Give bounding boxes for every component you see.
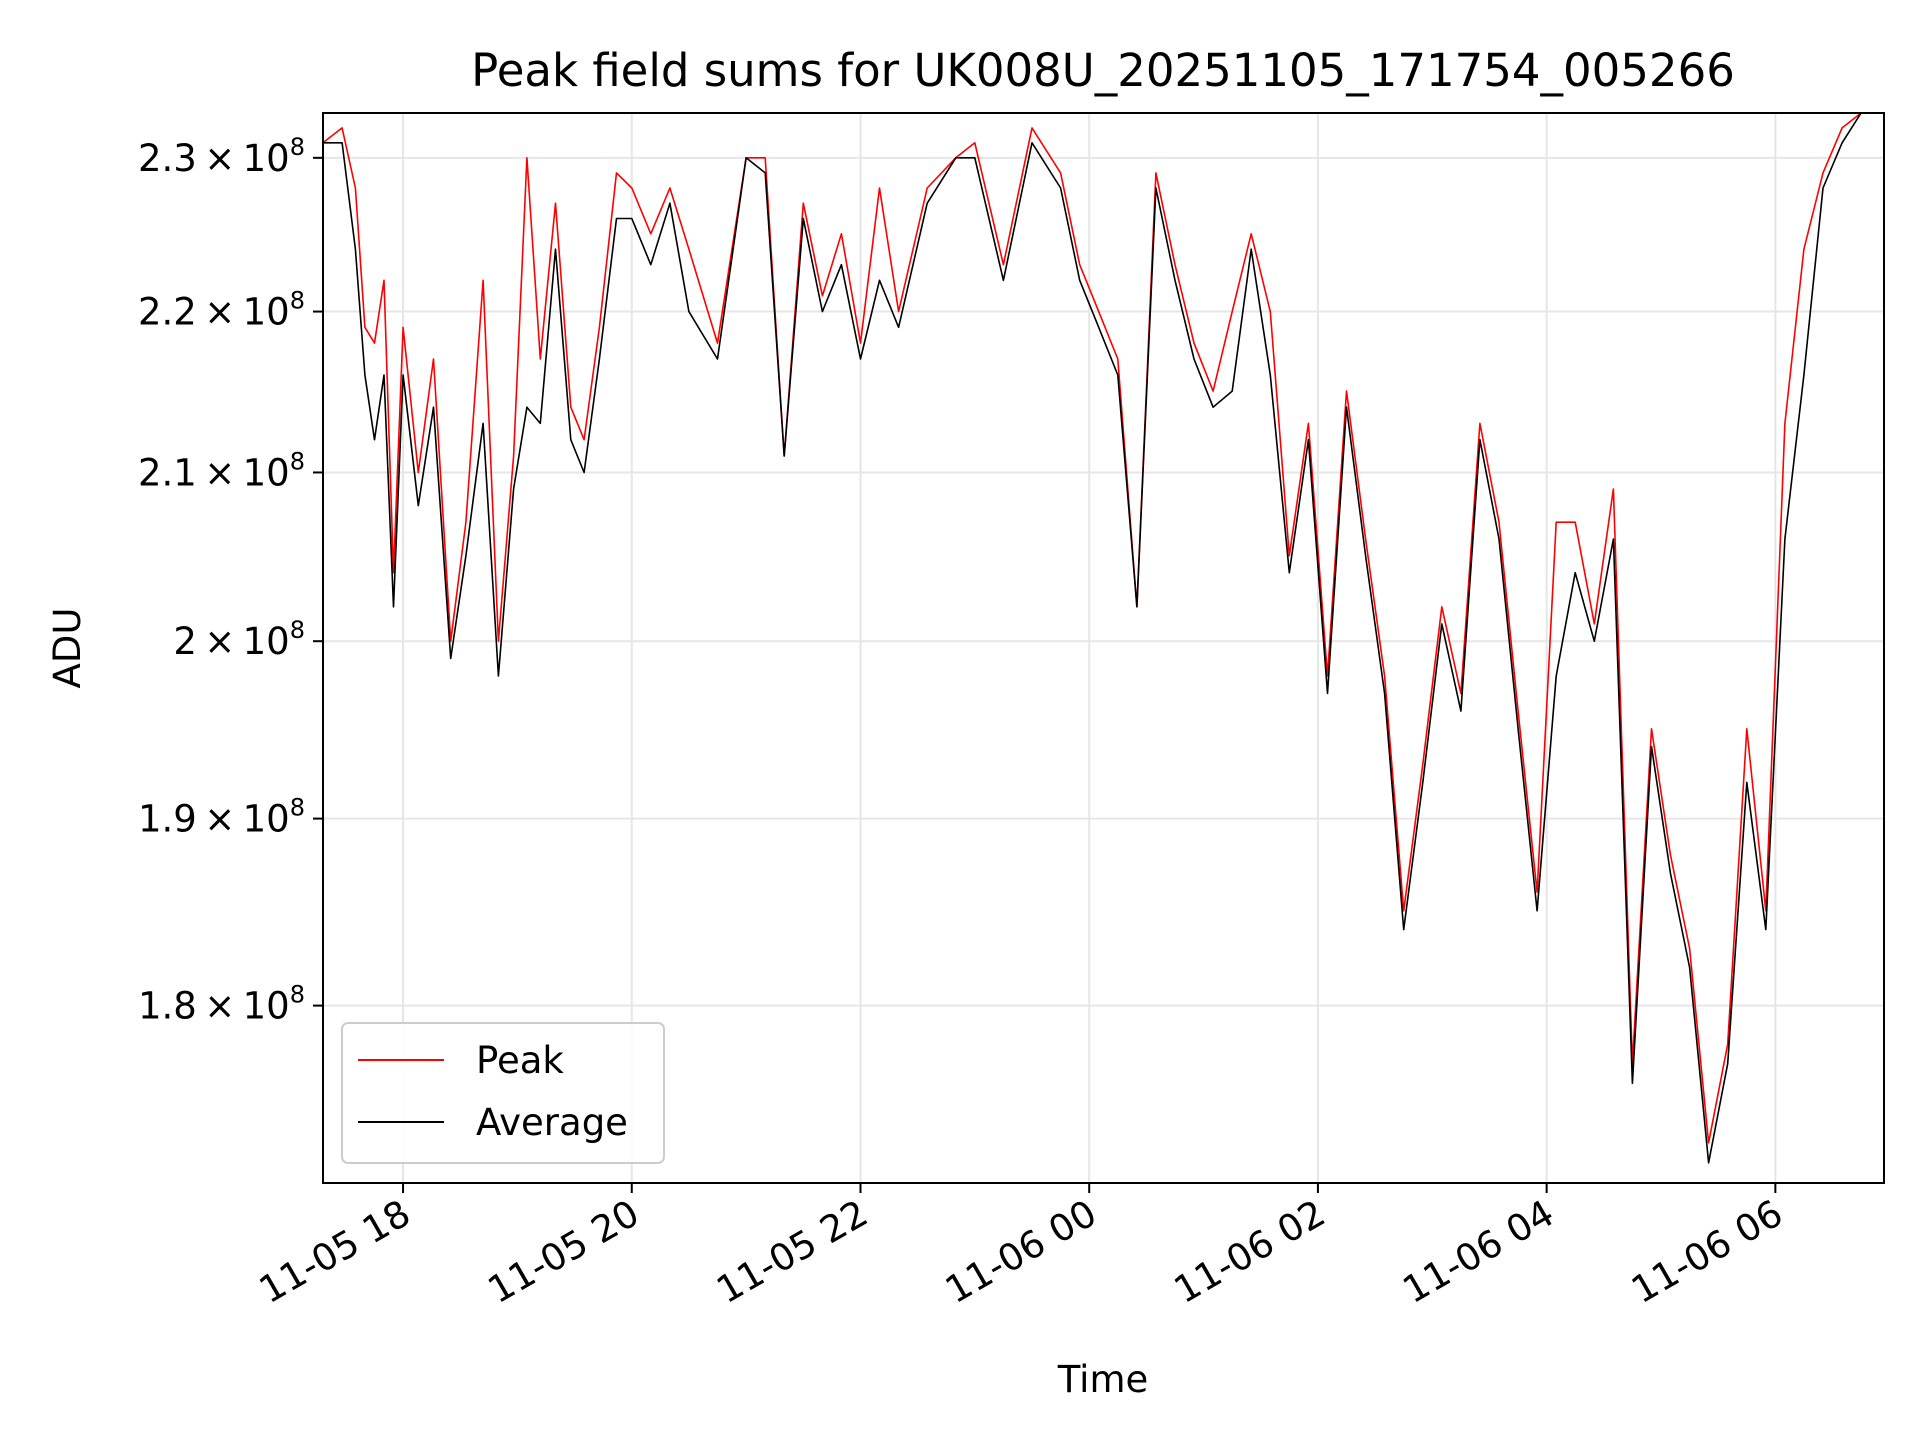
y-tick-label: 2.2 × 108	[138, 287, 305, 334]
chart-title: Peak field sums for UK008U_20251105_1717…	[471, 44, 1735, 97]
y-tick-label: 1.8 × 108	[138, 981, 305, 1028]
y-tick-label: 2.3 × 108	[138, 133, 305, 180]
y-axis: 1.8 × 108 1.9 × 108 2 × 108 2.1 × 108 2.2 × …	[138, 133, 323, 1028]
legend-peak-label: Peak	[476, 1039, 564, 1082]
y-tick-label: 1.9 × 108	[138, 794, 305, 841]
series-peak-line	[323, 113, 1881, 1144]
legend: Peak Average	[341, 1022, 665, 1164]
series-layer	[323, 113, 1881, 1164]
legend-average-label: Average	[476, 1101, 628, 1144]
y-tick-label: 2 × 108	[173, 616, 305, 663]
y-axis-label: ADU	[46, 608, 89, 689]
legend-box	[341, 1022, 665, 1164]
plot-area-border	[322, 112, 1885, 1184]
series-average-line	[323, 113, 1881, 1164]
x-axis-label: Time	[1057, 1358, 1149, 1401]
y-tick-label: 2.1 × 108	[138, 447, 305, 494]
